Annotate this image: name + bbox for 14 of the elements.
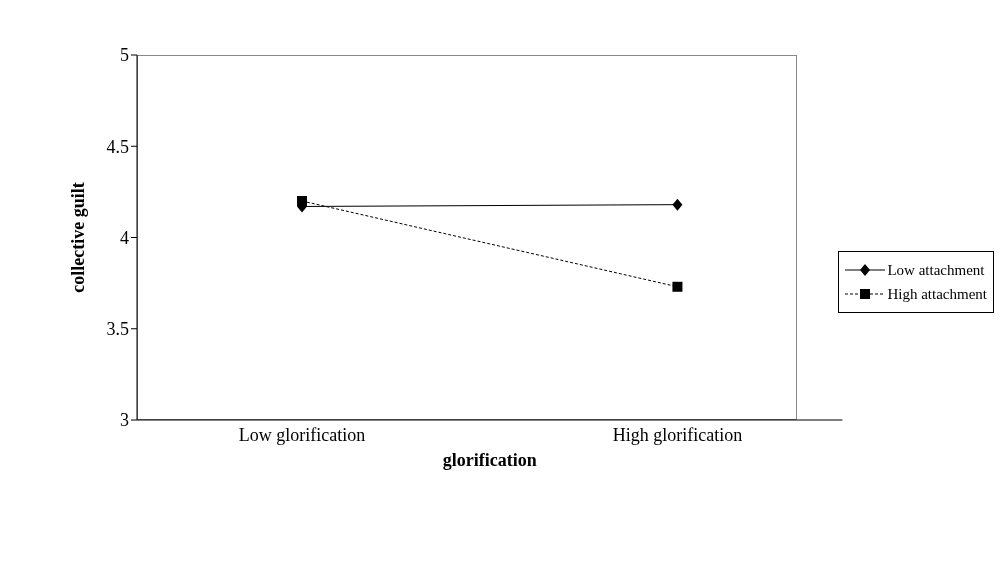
legend-label: High attachment xyxy=(887,285,987,303)
legend-label: Low attachment xyxy=(887,261,985,279)
y-tick-label: 4 xyxy=(120,227,129,248)
x-tick-label: Low glorification xyxy=(238,424,366,445)
point xyxy=(297,196,307,206)
y-tick-label: 3.5 xyxy=(106,319,129,340)
x-tick-label: High glorification xyxy=(612,424,743,445)
x-axis-title: glorification xyxy=(442,450,537,470)
point xyxy=(672,281,683,292)
y-tick-label: 5 xyxy=(120,45,129,66)
point xyxy=(672,198,683,211)
y-tick-label: 3 xyxy=(120,410,129,431)
y-tick-label: 4.5 xyxy=(106,136,129,157)
y-axis-title: collective guilt xyxy=(68,182,89,293)
